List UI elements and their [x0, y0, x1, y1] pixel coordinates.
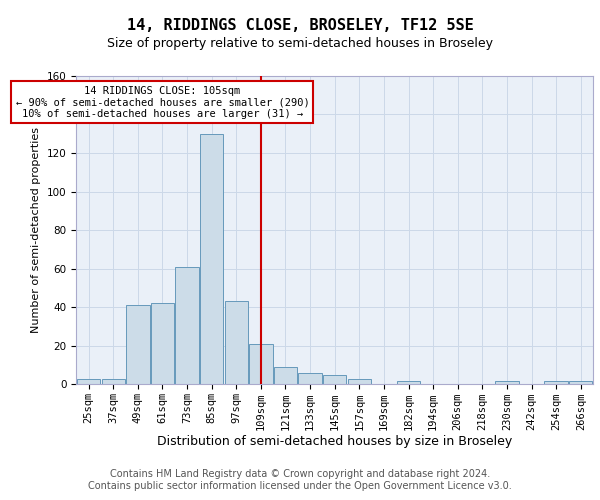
- Bar: [249, 344, 272, 385]
- Bar: [200, 134, 223, 384]
- Bar: [298, 373, 322, 384]
- Text: Contains HM Land Registry data © Crown copyright and database right 2024.
Contai: Contains HM Land Registry data © Crown c…: [88, 470, 512, 491]
- Bar: [175, 267, 199, 384]
- Bar: [101, 378, 125, 384]
- Bar: [151, 304, 174, 384]
- Bar: [126, 306, 149, 384]
- Text: 14 RIDDINGS CLOSE: 105sqm
← 90% of semi-detached houses are smaller (290)
10% of: 14 RIDDINGS CLOSE: 105sqm ← 90% of semi-…: [16, 86, 310, 119]
- Bar: [544, 380, 568, 384]
- Bar: [495, 380, 518, 384]
- Bar: [274, 367, 297, 384]
- Bar: [347, 378, 371, 384]
- X-axis label: Distribution of semi-detached houses by size in Broseley: Distribution of semi-detached houses by …: [157, 435, 512, 448]
- Y-axis label: Number of semi-detached properties: Number of semi-detached properties: [31, 127, 41, 333]
- Text: 14, RIDDINGS CLOSE, BROSELEY, TF12 5SE: 14, RIDDINGS CLOSE, BROSELEY, TF12 5SE: [127, 18, 473, 32]
- Text: Size of property relative to semi-detached houses in Broseley: Size of property relative to semi-detach…: [107, 38, 493, 51]
- Bar: [224, 302, 248, 384]
- Bar: [397, 380, 420, 384]
- Bar: [77, 378, 100, 384]
- Bar: [323, 374, 346, 384]
- Bar: [569, 380, 592, 384]
